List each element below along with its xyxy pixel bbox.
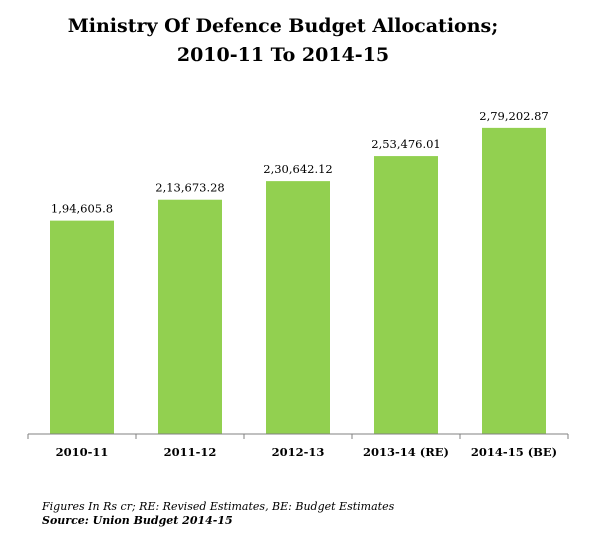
bar-2010-11 xyxy=(50,220,114,434)
bar-value-label: 2,30,642.12 xyxy=(263,162,333,176)
x-tick-label: 2011-12 xyxy=(164,445,217,459)
chart-title-line-2: 2010-11 To 2014-15 xyxy=(177,44,389,66)
bar-value-label: 1,94,605.8 xyxy=(51,202,113,216)
x-tick-label: 2013-14 (RE) xyxy=(363,445,449,459)
bar-value-label: 2,53,476.01 xyxy=(371,137,441,151)
bar-2013-14-RE xyxy=(374,156,438,434)
x-tick-label: 2012-13 xyxy=(272,445,325,459)
labels-layer: 1,94,605.8 2010-11 2,13,673.28 2011-12 2,30,… xyxy=(27,109,569,459)
bars-layer xyxy=(50,127,546,434)
x-tick-label: 2010-11 xyxy=(56,445,109,459)
bar-2014-15-BE xyxy=(482,127,546,434)
bar-2011-12 xyxy=(158,199,222,434)
chart-title-line-1: Ministry Of Defence Budget Allocations; xyxy=(68,15,499,37)
figures-note: Figures In Rs cr; RE: Revised Estimates,… xyxy=(42,500,395,513)
x-tick-label: 2014-15 (BE) xyxy=(471,445,557,459)
bar-value-label: 2,13,673.28 xyxy=(155,181,225,195)
source-note: Source: Union Budget 2014-15 xyxy=(42,514,233,527)
bar-value-label: 2,79,202.87 xyxy=(479,109,549,123)
bar-2012-13 xyxy=(266,181,330,434)
